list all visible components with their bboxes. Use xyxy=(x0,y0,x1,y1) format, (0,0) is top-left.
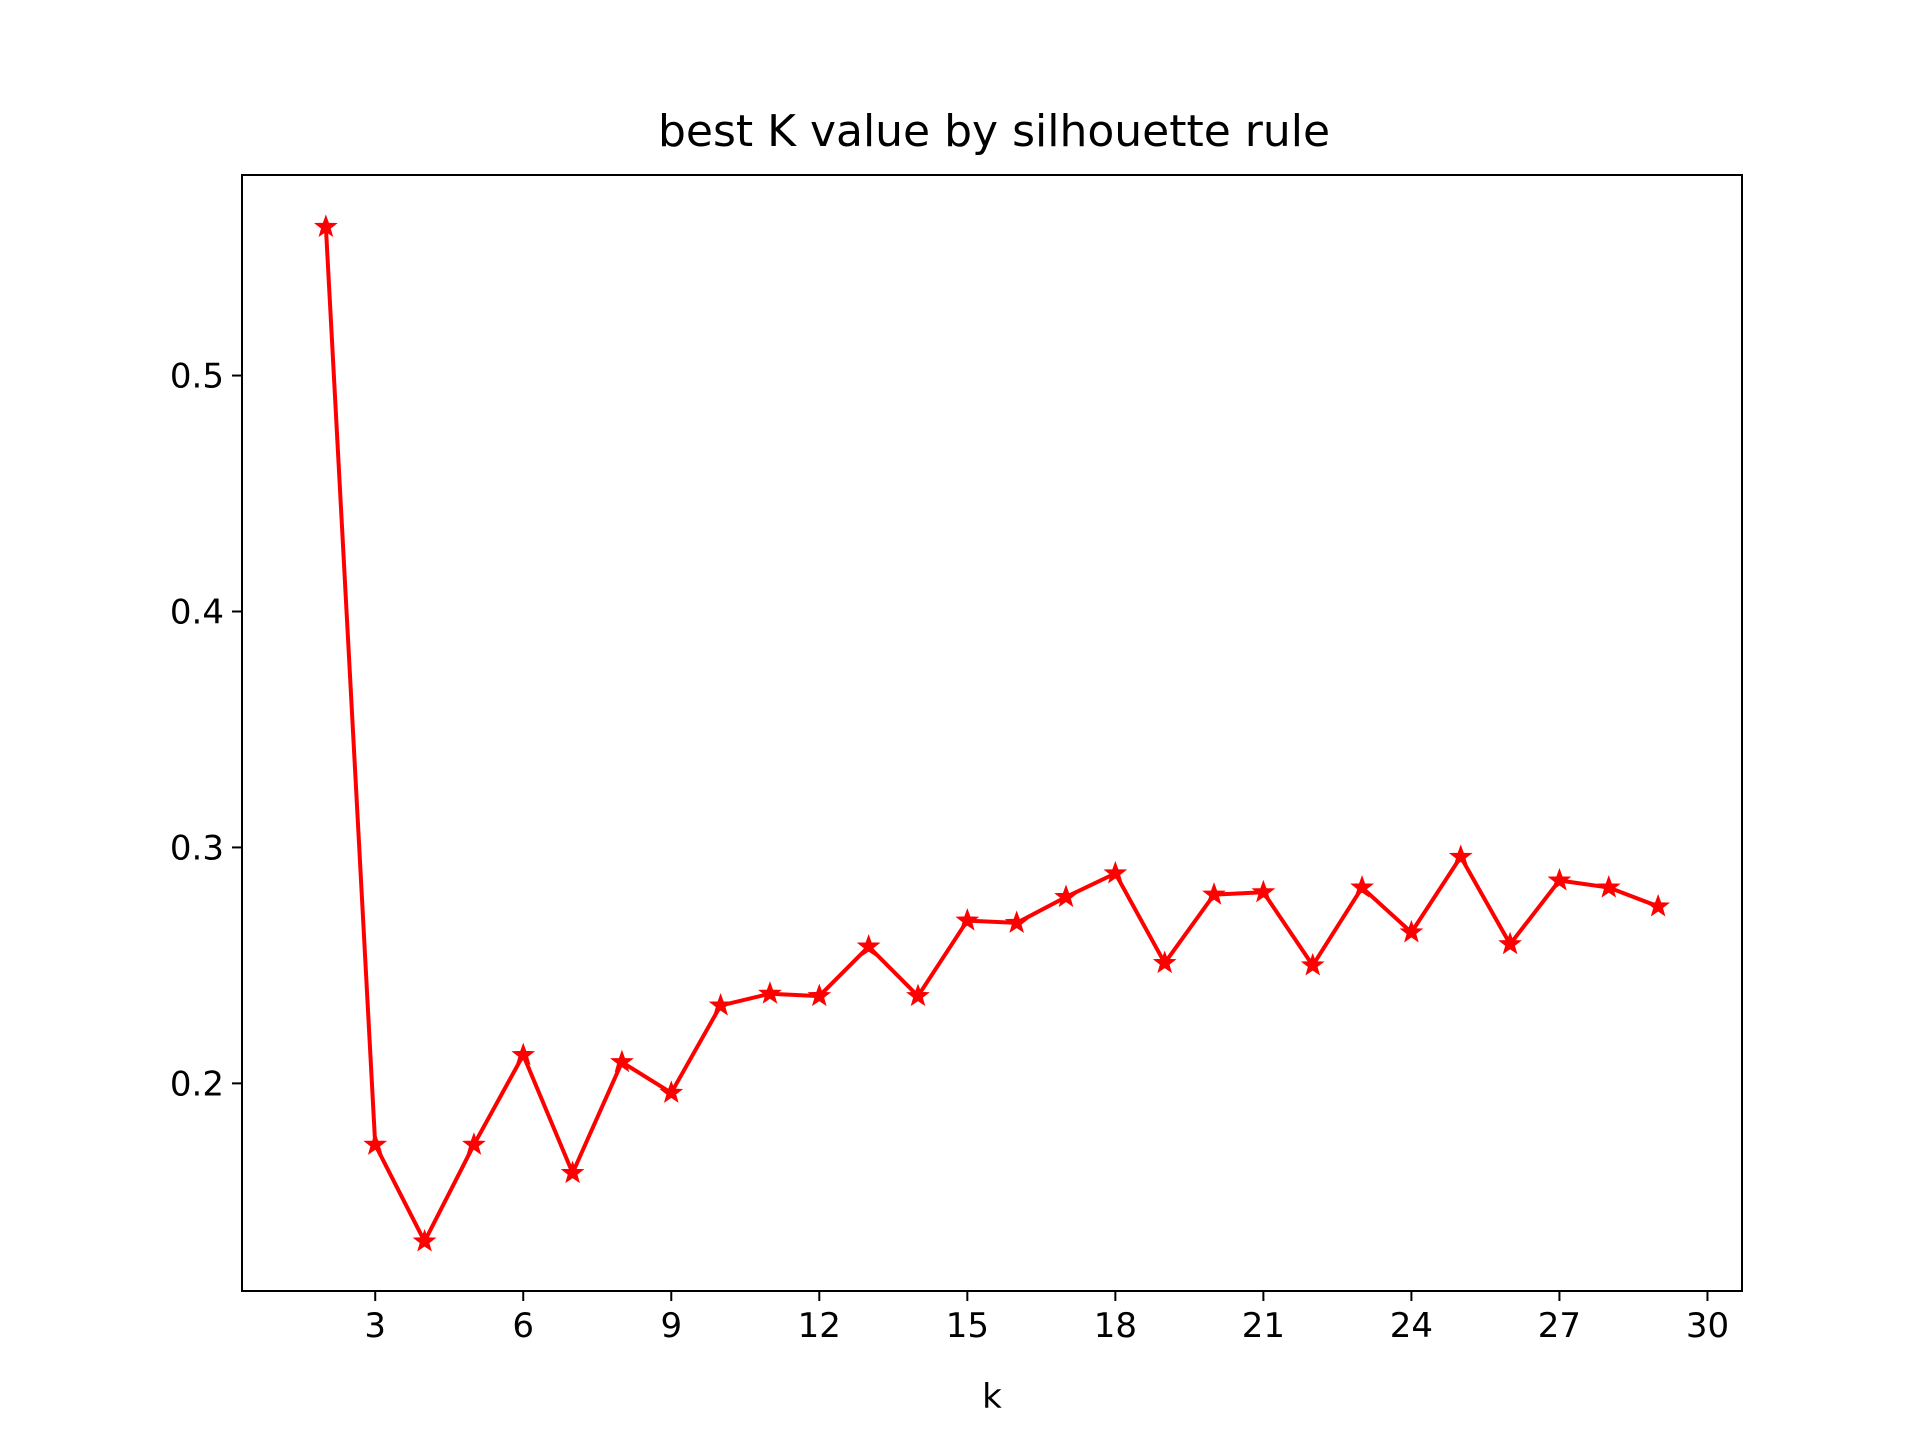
x-tick-label: 18 xyxy=(1094,1306,1137,1346)
y-tick-label: 0.3 xyxy=(170,828,224,868)
data-point xyxy=(412,1228,437,1252)
x-axis-label: k xyxy=(982,1377,1002,1417)
x-tick-label: 9 xyxy=(660,1306,682,1346)
y-tick-label: 0.5 xyxy=(170,357,224,397)
plot-area-frame xyxy=(241,174,1743,1292)
data-point xyxy=(955,908,980,931)
data-point xyxy=(1103,860,1128,884)
x-tick-label: 3 xyxy=(364,1306,386,1346)
axis-ticks: 3 6 9 12 15 18 21 24 27 30 0.2 0.3 0.4 0.5 xyxy=(170,357,1729,1346)
data-point xyxy=(1596,875,1621,898)
data-point xyxy=(1152,950,1177,974)
data-point xyxy=(856,934,881,957)
data-point xyxy=(462,1132,486,1155)
data-point xyxy=(1251,879,1276,903)
x-tick-label: 12 xyxy=(798,1306,841,1346)
data-point xyxy=(1498,931,1522,955)
series-line xyxy=(323,226,1659,1244)
x-tick-label: 6 xyxy=(512,1306,534,1346)
y-tick-label: 0.2 xyxy=(170,1064,224,1104)
data-point xyxy=(1350,875,1374,898)
data-point xyxy=(314,214,338,238)
x-tick-label: 15 xyxy=(946,1306,989,1346)
data-point xyxy=(1202,882,1226,905)
data-point xyxy=(1300,952,1325,976)
data-point xyxy=(807,983,832,1007)
data-point xyxy=(708,993,733,1016)
x-tick-label: 24 xyxy=(1390,1306,1433,1346)
data-point xyxy=(511,1042,536,1066)
series-layer xyxy=(314,214,1670,1252)
x-tick-label: 27 xyxy=(1538,1306,1581,1346)
data-point xyxy=(758,981,782,1004)
data-point xyxy=(363,1132,388,1155)
data-point xyxy=(1547,867,1572,891)
x-tick-label: 30 xyxy=(1686,1306,1729,1346)
data-point xyxy=(1399,919,1424,943)
data-point xyxy=(1646,893,1670,917)
x-tick-label: 21 xyxy=(1242,1306,1285,1346)
data-point xyxy=(906,983,930,1007)
data-point xyxy=(560,1160,585,1184)
data-point xyxy=(1054,884,1078,908)
y-tick-label: 0.4 xyxy=(170,592,224,632)
data-point xyxy=(1448,844,1473,867)
data-point xyxy=(659,1080,684,1103)
chart-title: best K value by silhouette rule xyxy=(658,106,1330,157)
data-point xyxy=(610,1049,634,1073)
data-point xyxy=(1004,910,1029,934)
